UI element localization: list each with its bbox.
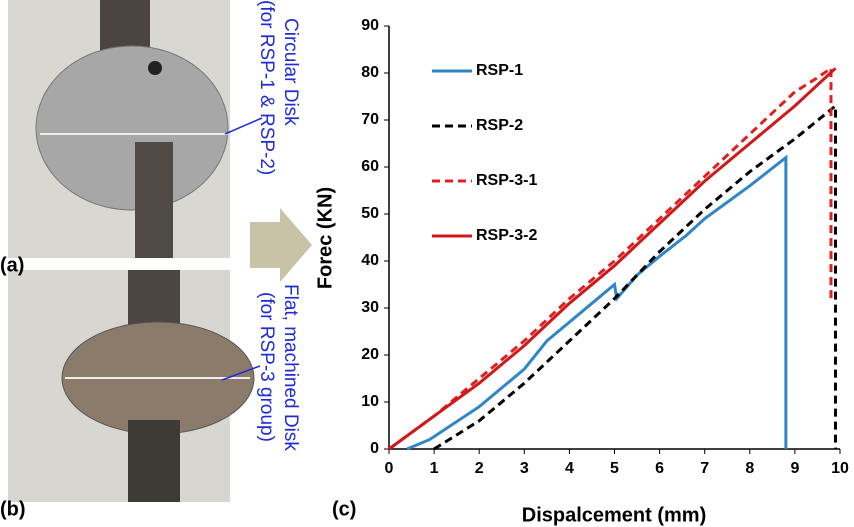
- x-axis-title: Dispalcement (mm): [522, 504, 707, 526]
- panel-label: (a): [0, 254, 24, 276]
- x-tick-label: 6: [655, 460, 664, 477]
- y-tick-label: 40: [361, 252, 379, 269]
- y-tick-label: 10: [361, 393, 379, 410]
- y-axis-title: Forec (KN): [314, 187, 336, 289]
- y-tick-label: 0: [370, 440, 379, 457]
- x-tick-label: 5: [610, 460, 619, 477]
- caption: Flat, machined Disk: [280, 284, 301, 451]
- y-tick-label: 50: [361, 205, 379, 222]
- line: [433, 102, 837, 451]
- y-tick-label: 90: [361, 17, 379, 34]
- x-tick-label: 0: [385, 460, 394, 477]
- x-tick-label: 3: [520, 460, 529, 477]
- x-tick-label: 9: [790, 460, 799, 477]
- bolt: [148, 61, 162, 75]
- x-tick-label: 2: [475, 460, 484, 477]
- legend-label: RSP-1: [476, 62, 523, 79]
- line: [406, 154, 788, 451]
- line: [388, 67, 837, 451]
- caption: (for RSP-1 & RSP-2): [256, 0, 277, 175]
- caption: (for RSP-3 group): [256, 292, 277, 442]
- x-tick-label: 10: [831, 460, 849, 477]
- grip: [135, 142, 173, 258]
- legend-label: RSP-3-1: [476, 172, 537, 189]
- x-tick-label: 4: [565, 460, 574, 477]
- pointer: [224, 117, 263, 135]
- arrow: [250, 208, 312, 282]
- legend-label: RSP-3-2: [476, 227, 537, 244]
- panel-label: (c): [332, 498, 356, 520]
- x-tick-label: 1: [430, 460, 439, 477]
- pointer: [221, 365, 261, 381]
- x-tick-label: 7: [700, 460, 709, 477]
- x-tick-label: 8: [745, 460, 754, 477]
- grip: [128, 420, 180, 502]
- panel-label: (b): [0, 498, 26, 520]
- disk: [35, 45, 229, 211]
- y-tick-label: 70: [361, 111, 379, 128]
- y-tick-label: 80: [361, 64, 379, 81]
- line: [388, 65, 833, 451]
- y-tick-label: 60: [361, 158, 379, 175]
- caption: Circular Disk: [280, 18, 301, 126]
- y-tick-label: 20: [361, 346, 379, 363]
- y-tick-label: 30: [361, 299, 379, 316]
- legend-label: RSP-2: [476, 117, 523, 134]
